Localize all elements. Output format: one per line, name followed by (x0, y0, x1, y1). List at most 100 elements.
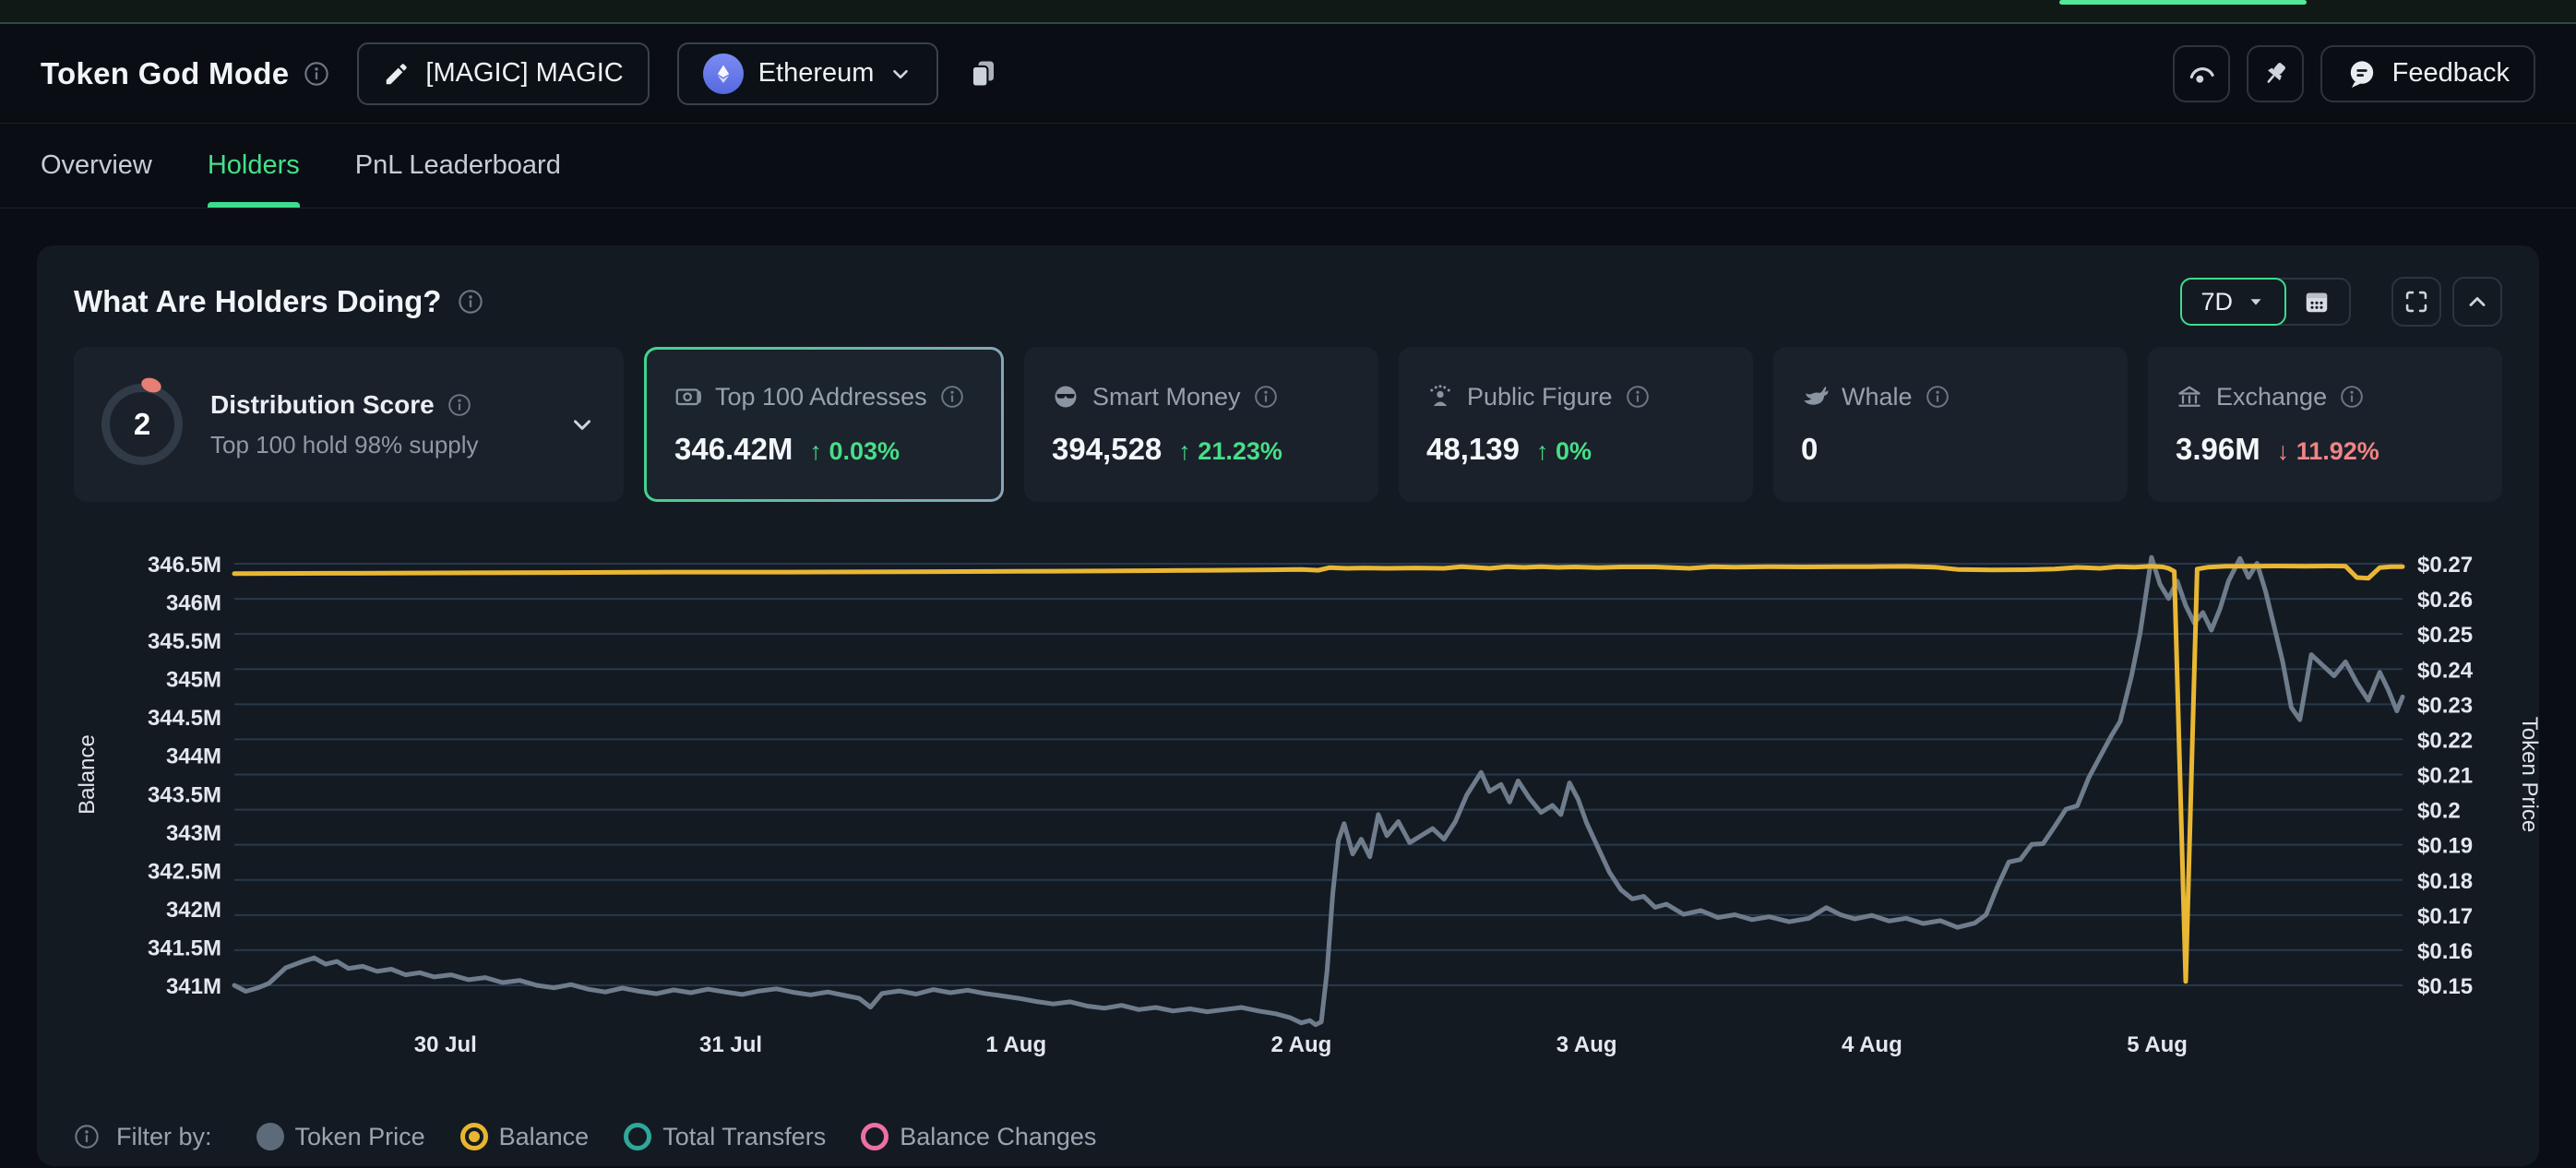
legend-token-price[interactable]: Token Price (256, 1123, 425, 1151)
calendar-icon (2306, 292, 2328, 313)
tab-overview[interactable]: Overview (41, 150, 152, 180)
balance-changes-radio-icon (861, 1123, 889, 1150)
tab-pnl-leaderboard[interactable]: PnL Leaderboard (354, 150, 561, 180)
y-axis-right-tick: $0.2 (2417, 799, 2461, 824)
time-range-selector: 7D (2180, 278, 2351, 326)
x-axis-tick: 2 Aug (1271, 1032, 1332, 1057)
range-7d-button[interactable]: 7D (2180, 278, 2286, 326)
chevron-down-icon (893, 69, 909, 78)
banknote-icon (675, 388, 701, 406)
y-axis-right-title: Token Price (2517, 717, 2539, 832)
calendar-button[interactable] (2284, 280, 2349, 324)
y-axis-right-tick: $0.26 (2417, 588, 2473, 613)
pin-button[interactable] (2246, 44, 2304, 102)
y-axis-right-tick: $0.17 (2417, 904, 2473, 929)
app-header: Token God Mode [MAGIC] MAGIC Ethereum Fe… (0, 24, 2576, 124)
stat-label: Whale (1842, 382, 1913, 411)
filter-bar: Filter by: Token Price Balance Total Tra… (74, 1116, 1096, 1157)
public-figure-icon (1430, 385, 1450, 406)
holders-panel: What Are Holders Doing? 7D (37, 245, 2539, 1166)
info-icon (1254, 386, 1277, 408)
stat-card-public-figure[interactable]: Public Figure 48,139 ↑ 0% (1399, 347, 1753, 502)
legend-balance[interactable]: Balance (459, 1123, 589, 1151)
y-axis-left-tick: 341M (166, 974, 221, 999)
stat-card-top100[interactable]: Top 100 Addresses 346.42M ↑ 0.03% (644, 347, 1004, 502)
y-axis-left-tick: 346.5M (148, 553, 221, 578)
filter-by-label: Filter by: (116, 1122, 212, 1150)
stat-label: Top 100 Addresses (715, 382, 927, 411)
smart-money-icon (1055, 386, 1077, 408)
pencil-icon (387, 63, 408, 84)
exchange-icon (2178, 386, 2200, 407)
y-axis-left-tick: 343M (166, 821, 221, 846)
browser-top-strip (0, 0, 2576, 24)
distribution-score-card[interactable]: 2 Distribution Score Top 100 hold 98% su… (74, 347, 624, 502)
y-axis-left-tick: 345.5M (148, 629, 221, 654)
stat-card-smart-money[interactable]: Smart Money 394,528 ↑ 21.23% (1024, 347, 1378, 502)
feedback-button[interactable]: Feedback (2320, 44, 2535, 102)
info-icon (447, 393, 471, 416)
stat-change: ↑ 21.23% (1178, 436, 1282, 465)
y-axis-left-tick: 344.5M (148, 706, 221, 731)
collapse-button[interactable] (2452, 277, 2502, 327)
total-transfers-radio-icon (624, 1123, 652, 1150)
stat-value: 48,139 (1426, 431, 1520, 466)
token-selector-button[interactable]: [MAGIC] MAGIC (357, 42, 650, 105)
whale-icon (1804, 386, 1829, 405)
info-icon[interactable] (458, 289, 483, 315)
x-axis-tick: 5 Aug (2127, 1032, 2188, 1057)
copy-icon[interactable] (966, 57, 999, 90)
x-axis-tick: 30 Jul (414, 1032, 477, 1057)
y-axis-right-tick: $0.15 (2417, 974, 2473, 999)
y-axis-right-tick: $0.25 (2417, 623, 2473, 648)
chevron-down-icon (2250, 299, 2261, 305)
y-axis-left-title: Balance (75, 734, 100, 815)
tab-holders[interactable]: Holders (207, 124, 300, 208)
y-axis-right-tick: $0.27 (2417, 553, 2473, 578)
stat-value: 346.42M (674, 431, 793, 466)
page-title: Token God Mode (41, 55, 290, 90)
stat-card-whale[interactable]: Whale 0 (1773, 347, 2128, 502)
fullscreen-icon (2405, 291, 2427, 313)
x-axis-tick: 31 Jul (699, 1032, 762, 1057)
stat-label: Distribution Score (210, 389, 435, 419)
tab-bar: Overview Holders PnL Leaderboard (0, 124, 2576, 209)
info-icon (940, 386, 963, 408)
y-axis-right-tick: $0.22 (2417, 728, 2473, 753)
y-axis-left-tick: 344M (166, 745, 221, 769)
y-axis-right-tick: $0.24 (2417, 658, 2474, 683)
legend-total-transfers[interactable]: Total Transfers (624, 1123, 826, 1151)
holders-chart[interactable]: 346.5M 346M 345.5M 345M 344.5M 344M 343.5M 343M… (37, 522, 2539, 1113)
pin-icon (2267, 62, 2285, 83)
stat-label: Public Figure (1467, 382, 1613, 411)
stat-value: 394,528 (1052, 431, 1163, 466)
token-price-swatch-icon (256, 1123, 284, 1150)
token-selector-label: [MAGIC] MAGIC (425, 58, 624, 88)
stat-value: 3.96M (2176, 431, 2260, 466)
panel-title: What Are Holders Doing? (74, 284, 442, 318)
chevron-down-icon[interactable] (568, 411, 596, 438)
legend-balance-changes[interactable]: Balance Changes (861, 1123, 1096, 1151)
stat-sublabel: Top 100 hold 98% supply (210, 430, 479, 459)
stat-card-exchange[interactable]: Exchange 3.96M ↓ 11.92% (2148, 347, 2502, 502)
y-axis-right-tick: $0.23 (2417, 693, 2473, 718)
stat-change: ↓ 11.92% (2276, 436, 2379, 465)
y-axis-right-tick: $0.19 (2417, 834, 2473, 859)
chain-selector-button[interactable]: Ethereum (676, 42, 939, 105)
stat-change: ↑ 0.03% (809, 436, 900, 465)
y-axis-left-tick: 342M (166, 898, 221, 923)
info-icon (1926, 386, 1949, 408)
x-axis-tick: 4 Aug (1842, 1032, 1902, 1057)
score-value: 2 (133, 407, 151, 441)
watch-icon (2189, 66, 2214, 83)
info-icon (1626, 386, 1649, 408)
y-axis-left-tick: 346M (166, 591, 221, 616)
chat-bubble-icon (2350, 60, 2373, 88)
y-axis-left-tick: 345M (166, 668, 221, 693)
info-icon (304, 61, 329, 86)
watch-button[interactable] (2172, 44, 2230, 102)
expand-button[interactable] (2391, 277, 2441, 327)
stat-label: Smart Money (1092, 382, 1241, 411)
chain-selector-label: Ethereum (757, 58, 875, 88)
info-icon (2341, 386, 2363, 408)
